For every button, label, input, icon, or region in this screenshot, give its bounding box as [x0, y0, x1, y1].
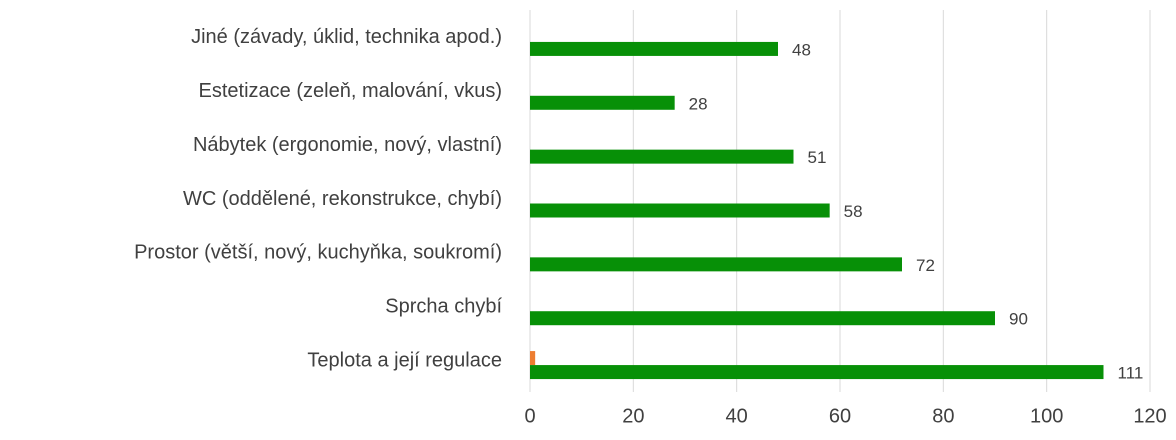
- x-tick-label: 40: [726, 405, 748, 427]
- bar: [530, 257, 902, 272]
- data-label: 90: [1009, 310, 1028, 329]
- x-tick-label: 80: [932, 405, 954, 427]
- x-tick-label: 120: [1133, 405, 1166, 427]
- data-label: 111: [1118, 364, 1144, 383]
- data-label: 48: [792, 40, 811, 59]
- y-tick-label: Estetizace (zeleň, malování, vkus): [199, 80, 502, 102]
- y-tick-label: Teplota a její regulace: [307, 349, 502, 371]
- y-tick-label: Prostor (větší, nový, kuchyňka, soukromí…: [134, 242, 502, 264]
- y-tick-label: Sprcha chybí: [385, 295, 502, 317]
- bar: [530, 41, 778, 56]
- data-label: 51: [808, 148, 827, 167]
- y-tick-label: WC (oddělené, rekonstrukce, chybí): [183, 188, 502, 210]
- data-label: 58: [844, 202, 863, 221]
- x-tick-label: 100: [1030, 405, 1063, 427]
- data-label: 28: [689, 94, 708, 113]
- x-tick-label: 0: [524, 405, 535, 427]
- bar: [530, 351, 536, 366]
- x-tick-label: 60: [829, 405, 851, 427]
- bar: [530, 203, 830, 218]
- bar: [530, 95, 675, 110]
- bar: [530, 149, 794, 164]
- bar: [530, 311, 995, 326]
- data-label: 72: [916, 256, 935, 275]
- y-tick-label: Jiné (závady, úklid, technika apod.): [191, 26, 502, 48]
- x-tick-label: 20: [622, 405, 644, 427]
- bar: [530, 365, 1104, 380]
- y-tick-label: Nábytek (ergonomie, nový, vlastní): [193, 134, 502, 156]
